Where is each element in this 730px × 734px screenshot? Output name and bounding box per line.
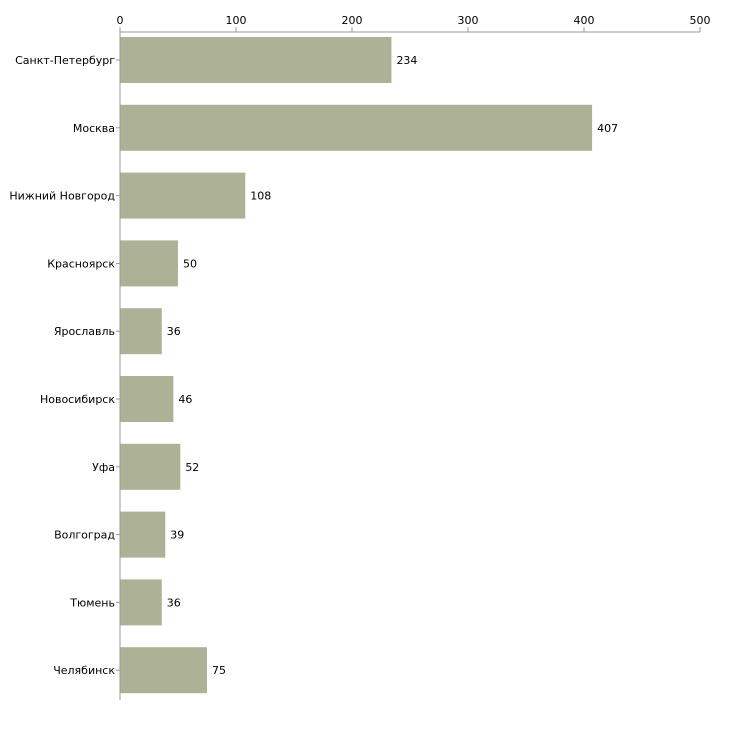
bar xyxy=(120,308,162,355)
value-label: 46 xyxy=(178,393,192,406)
category-label: Волгоград xyxy=(54,529,115,542)
category-label: Челябинск xyxy=(53,664,115,677)
value-label: 50 xyxy=(183,257,197,270)
value-labels: 234 407 108 50 36 46 52 39 36 75 xyxy=(167,54,618,677)
x-tick-label: 0 xyxy=(117,14,124,27)
category-label: Новосибирск xyxy=(40,393,115,406)
category-labels: Санкт-Петербург Москва Нижний Новгород Крас… xyxy=(9,54,115,677)
bar xyxy=(120,104,593,151)
value-label: 36 xyxy=(167,325,181,338)
x-axis: 0 100 200 300 400 500 xyxy=(116,14,711,700)
bar xyxy=(120,511,166,558)
value-label: 36 xyxy=(167,596,181,609)
category-label: Нижний Новгород xyxy=(9,190,115,203)
bars xyxy=(120,37,593,694)
value-label: 52 xyxy=(185,461,199,474)
value-label: 234 xyxy=(396,54,417,67)
category-label: Санкт-Петербург xyxy=(15,54,115,67)
value-label: 39 xyxy=(170,529,184,542)
x-tick-label: 400 xyxy=(574,14,595,27)
category-label: Тюмень xyxy=(69,596,115,609)
x-tick-label: 300 xyxy=(458,14,479,27)
value-label: 407 xyxy=(597,122,618,135)
bar xyxy=(120,37,392,83)
bar xyxy=(120,376,174,422)
category-label: Ярославль xyxy=(54,325,115,338)
x-tick-label: 200 xyxy=(342,14,363,27)
x-tick-label: 500 xyxy=(690,14,711,27)
category-label: Уфа xyxy=(92,461,115,474)
bar xyxy=(120,443,181,490)
bar xyxy=(120,240,178,287)
value-label: 75 xyxy=(212,664,226,677)
x-tick-label: 100 xyxy=(226,14,247,27)
category-label: Москва xyxy=(73,122,115,135)
bar xyxy=(120,172,246,219)
value-label: 108 xyxy=(250,190,271,203)
bar xyxy=(120,579,162,626)
category-label: Красноярск xyxy=(47,257,115,270)
bar xyxy=(120,647,207,694)
